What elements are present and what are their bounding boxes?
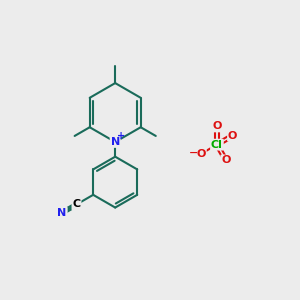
Text: O: O [212, 122, 222, 131]
Text: C: C [72, 200, 81, 209]
Text: N: N [111, 137, 120, 147]
Text: N: N [58, 208, 67, 218]
Text: Cl: Cl [211, 140, 223, 150]
Text: +: + [117, 131, 125, 141]
Text: −: − [189, 147, 198, 158]
Text: O: O [228, 130, 237, 140]
Text: O: O [196, 149, 206, 159]
Text: O: O [221, 155, 231, 165]
